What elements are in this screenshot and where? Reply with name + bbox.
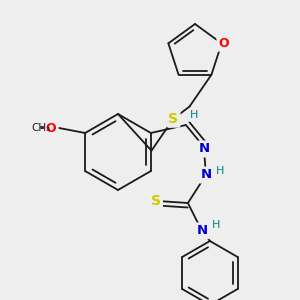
Text: H: H (212, 220, 220, 230)
Text: S: S (151, 194, 161, 208)
Text: N: N (200, 169, 211, 182)
Text: S: S (169, 112, 178, 126)
Text: N: N (198, 142, 209, 155)
Text: CH₃: CH₃ (31, 123, 50, 133)
Text: O: O (46, 122, 56, 134)
Text: N: N (196, 224, 208, 238)
Text: O: O (218, 37, 229, 50)
Text: H: H (216, 166, 224, 176)
Text: H: H (190, 110, 198, 120)
